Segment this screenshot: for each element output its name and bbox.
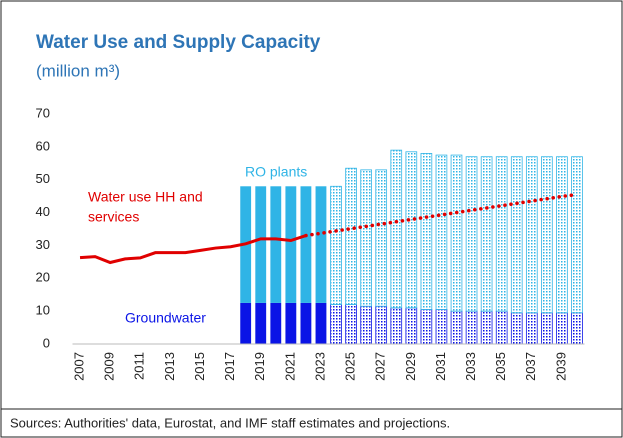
bar xyxy=(510,156,523,314)
x-tick-label: 2027 xyxy=(373,352,388,381)
line xyxy=(79,234,307,265)
bar xyxy=(345,304,357,345)
y-tick-label: 40 xyxy=(36,204,50,219)
x-tick-label: 2021 xyxy=(282,352,297,381)
bar xyxy=(285,302,297,344)
bar xyxy=(480,310,493,345)
bar xyxy=(405,151,418,309)
bar xyxy=(525,156,538,314)
annotation: Groundwater xyxy=(125,310,206,326)
y-tick-label: 0 xyxy=(43,335,50,350)
bar xyxy=(285,186,297,303)
x-tick-label: 2007 xyxy=(71,352,86,381)
x-tick-label: 2025 xyxy=(343,352,358,381)
bar xyxy=(465,310,478,345)
x-tick-label: 2035 xyxy=(493,352,508,381)
x-tick-label: 2029 xyxy=(403,352,418,381)
bar xyxy=(315,186,327,303)
bar xyxy=(270,302,282,344)
bar xyxy=(405,307,418,345)
bar xyxy=(300,302,312,344)
x-tick-label: 2011 xyxy=(132,352,147,380)
x-tick-label: 2023 xyxy=(312,352,327,381)
x-tick-label: 2037 xyxy=(523,352,538,381)
y-tick-label: 30 xyxy=(36,237,50,252)
bar xyxy=(330,185,342,305)
bar xyxy=(450,310,463,345)
annotation: services xyxy=(88,209,139,225)
bar xyxy=(240,302,252,344)
chart-subtitle: (million m³) xyxy=(36,61,120,80)
bar xyxy=(390,307,403,345)
x-tick-label: 2017 xyxy=(222,352,237,381)
y-tick-label: 10 xyxy=(36,303,50,318)
x-tick-label: 2033 xyxy=(463,352,478,381)
x-tick-label: 2013 xyxy=(162,352,177,381)
y-tick-label: 70 xyxy=(36,105,50,120)
bar xyxy=(360,169,372,307)
bar xyxy=(360,305,372,345)
x-tick-label: 2015 xyxy=(192,352,207,381)
footnote: Sources: Authorities' data, Eurostat, an… xyxy=(10,415,450,430)
bar xyxy=(556,312,568,345)
bar xyxy=(345,167,357,305)
bar xyxy=(270,186,282,303)
annotation: RO plants xyxy=(245,164,307,180)
x-tick-label: 2031 xyxy=(433,352,448,381)
bar xyxy=(525,312,538,345)
bar xyxy=(571,156,583,314)
bar xyxy=(255,186,267,303)
bar xyxy=(510,312,523,345)
y-tick-label: 60 xyxy=(36,138,50,153)
bar xyxy=(541,156,553,314)
x-tick-label: 2019 xyxy=(252,352,267,381)
annotation: Water use HH and xyxy=(88,189,203,205)
bar xyxy=(300,186,312,303)
bar xyxy=(465,156,478,312)
y-tick-label: 50 xyxy=(36,171,50,186)
bar xyxy=(571,312,583,345)
y-tick-label: 20 xyxy=(36,270,50,285)
bar xyxy=(420,309,433,345)
bar xyxy=(495,156,508,312)
bar xyxy=(435,309,448,345)
bar xyxy=(375,305,388,345)
chart-title: Water Use and Supply Capacity xyxy=(36,32,321,53)
bar xyxy=(375,169,388,307)
bar xyxy=(255,302,267,344)
bar xyxy=(495,310,508,345)
bar xyxy=(541,312,553,345)
x-tick-label: 2039 xyxy=(553,352,568,381)
bar xyxy=(556,156,568,314)
bar xyxy=(315,302,327,344)
bar xyxy=(435,154,448,310)
x-tick-label: 2009 xyxy=(102,352,117,381)
bar xyxy=(480,156,493,312)
bar xyxy=(330,304,342,345)
bar xyxy=(450,154,463,312)
bar xyxy=(420,153,433,310)
bar xyxy=(390,149,403,309)
